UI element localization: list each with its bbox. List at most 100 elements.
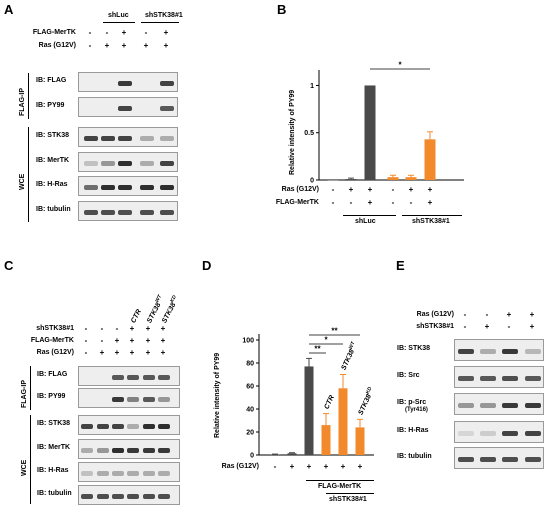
y-tick-label: 80 bbox=[246, 361, 254, 368]
blot-label: IB: MerTK bbox=[37, 444, 71, 451]
blot-band bbox=[480, 456, 496, 462]
bar bbox=[270, 454, 280, 455]
blot-band bbox=[139, 135, 155, 141]
bar-annotation-sup: KD bbox=[365, 386, 374, 395]
side-label: WCE bbox=[19, 173, 26, 190]
blot-strip bbox=[454, 393, 544, 415]
blot-label: IB: STK38 bbox=[397, 345, 431, 352]
condition-sign: + bbox=[323, 462, 329, 471]
group-label: shSTK38#1 bbox=[145, 12, 183, 19]
blot-band bbox=[143, 470, 155, 476]
condition-sign: + bbox=[99, 348, 105, 357]
blot-strip bbox=[78, 388, 180, 408]
blot-label: IB: tubulin bbox=[36, 206, 71, 213]
blot-label: IB: H-Ras bbox=[37, 467, 69, 474]
panel-d: D Relative intensity of PY99 0 20 40 60 80 10… bbox=[186, 258, 390, 515]
blot-label: IB: H-Ras bbox=[397, 427, 429, 434]
blot-strip bbox=[78, 366, 180, 386]
significance-label: * bbox=[398, 61, 402, 70]
condition-sign: - bbox=[100, 324, 104, 333]
blot-band bbox=[158, 493, 170, 499]
condition-label: Ras (G12V) bbox=[281, 186, 319, 193]
blot-strip bbox=[78, 176, 178, 196]
blot-band bbox=[143, 374, 155, 380]
blot-band bbox=[139, 184, 155, 190]
condition-sign: - bbox=[507, 322, 511, 331]
blot-label: IB: FLAG bbox=[36, 77, 67, 84]
blot-strip bbox=[78, 97, 178, 117]
blot-band bbox=[100, 184, 116, 190]
blot-band bbox=[97, 493, 109, 499]
blot-label: IB: MerTK bbox=[36, 157, 70, 164]
condition-sign: + bbox=[121, 28, 127, 37]
blot-band bbox=[83, 135, 99, 141]
bar bbox=[287, 453, 297, 455]
group-label: shLuc bbox=[355, 218, 376, 225]
condition-sign: + bbox=[129, 324, 135, 333]
bar bbox=[405, 177, 417, 180]
blot-band bbox=[480, 430, 496, 436]
blot-band bbox=[143, 396, 155, 402]
panel-b: B Relative intensity of PY99 0 0.5 1 * Ras … bbox=[275, 0, 550, 255]
y-tick-label: 0 bbox=[310, 178, 314, 185]
blot-band bbox=[83, 209, 99, 215]
bar bbox=[424, 139, 436, 180]
blot-band bbox=[143, 423, 155, 429]
lane-header-text: CTR bbox=[130, 308, 143, 325]
blot-band bbox=[502, 375, 518, 381]
condition-sign: + bbox=[114, 336, 120, 345]
condition-sign: + bbox=[340, 462, 346, 471]
blot-band bbox=[502, 348, 518, 354]
condition-label: FLAG-MerTK bbox=[32, 29, 76, 36]
blot-strip bbox=[454, 447, 544, 469]
bracket-label: shSTK38#1 bbox=[329, 496, 367, 503]
condition-sign: - bbox=[105, 28, 109, 37]
bracket-flag-merTK bbox=[306, 480, 374, 481]
blot-label: IB: STK38 bbox=[37, 420, 71, 427]
blot-band bbox=[127, 447, 139, 453]
panel-a: A shLuc shSTK38#1 FLAG-MerTK - - + - + Ras (G1… bbox=[0, 0, 275, 255]
blot-band bbox=[117, 80, 133, 86]
condition-sign: + bbox=[427, 198, 433, 207]
significance-label: ** bbox=[331, 327, 338, 336]
blot-band bbox=[112, 447, 124, 453]
blot-band bbox=[127, 423, 139, 429]
blot-band bbox=[100, 209, 116, 215]
y-tick-label: 1 bbox=[310, 83, 314, 90]
condition-label: Ras (G12V) bbox=[36, 349, 74, 356]
blot-band bbox=[83, 160, 99, 166]
group-label: shLuc bbox=[108, 12, 129, 19]
blot-band bbox=[159, 160, 175, 166]
bracket-label: FLAG-MerTK bbox=[318, 483, 362, 490]
blot-band bbox=[112, 423, 124, 429]
group-underline bbox=[343, 215, 396, 216]
condition-sign: + bbox=[143, 41, 149, 50]
condition-sign: - bbox=[84, 336, 88, 345]
wce-bracket bbox=[30, 415, 31, 504]
condition-sign: - bbox=[485, 310, 489, 319]
condition-sign: + bbox=[163, 28, 169, 37]
condition-label: shSTK38#1 bbox=[416, 323, 454, 330]
y-tick-label: 100 bbox=[242, 338, 254, 345]
blot-band bbox=[159, 135, 175, 141]
blot-band bbox=[81, 447, 93, 453]
blot-band bbox=[159, 209, 175, 215]
blot-band bbox=[480, 375, 496, 381]
blot-band bbox=[127, 493, 139, 499]
condition-sign: + bbox=[160, 336, 166, 345]
y-tick-label: 0.5 bbox=[304, 130, 314, 137]
blot-band bbox=[81, 470, 93, 476]
blot-band bbox=[97, 423, 109, 429]
blot-strip bbox=[78, 72, 178, 92]
lane-header: CTR bbox=[128, 307, 143, 324]
blot-band bbox=[158, 470, 170, 476]
blot-band bbox=[502, 402, 518, 408]
panel-c: C CTR STK38WT STK38KD shSTK38#1- - - + + + FLAG-… bbox=[0, 258, 185, 515]
blot-band bbox=[159, 80, 175, 86]
bar bbox=[304, 366, 314, 455]
bar bbox=[321, 425, 331, 455]
group-underline bbox=[402, 215, 462, 216]
bar bbox=[355, 427, 365, 455]
wce-bracket bbox=[28, 127, 29, 222]
blot-band bbox=[159, 184, 175, 190]
